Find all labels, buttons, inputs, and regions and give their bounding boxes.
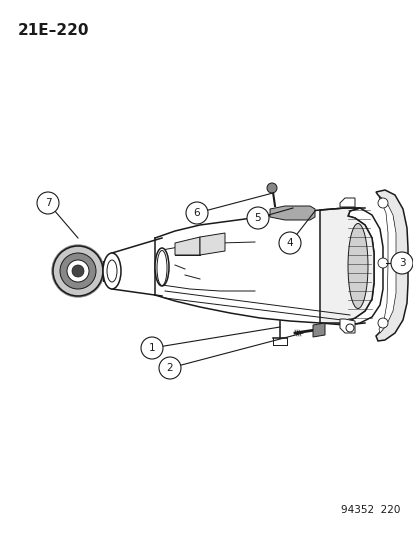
- Ellipse shape: [347, 223, 367, 309]
- Polygon shape: [339, 319, 354, 333]
- Polygon shape: [312, 323, 324, 337]
- Text: 7: 7: [45, 198, 51, 208]
- Circle shape: [247, 207, 268, 229]
- Polygon shape: [339, 198, 354, 207]
- Circle shape: [141, 337, 163, 359]
- Circle shape: [377, 258, 387, 268]
- Ellipse shape: [157, 251, 166, 286]
- Text: 4: 4: [286, 238, 292, 248]
- Text: 2: 2: [166, 363, 173, 373]
- Polygon shape: [199, 233, 224, 255]
- Circle shape: [67, 260, 89, 282]
- Circle shape: [390, 252, 412, 274]
- Circle shape: [266, 183, 276, 193]
- Ellipse shape: [154, 248, 169, 286]
- Circle shape: [60, 253, 96, 289]
- Circle shape: [345, 324, 353, 332]
- Text: 21E–220: 21E–220: [18, 23, 89, 38]
- Circle shape: [72, 265, 84, 277]
- Polygon shape: [154, 208, 364, 325]
- Text: 5: 5: [254, 213, 261, 223]
- Circle shape: [185, 202, 207, 224]
- Circle shape: [377, 318, 387, 328]
- Polygon shape: [319, 208, 373, 325]
- Circle shape: [377, 198, 387, 208]
- Circle shape: [53, 246, 103, 296]
- Polygon shape: [375, 190, 407, 341]
- Text: 1: 1: [148, 343, 155, 353]
- Ellipse shape: [103, 253, 121, 289]
- Circle shape: [278, 232, 300, 254]
- Polygon shape: [347, 208, 382, 325]
- Circle shape: [159, 357, 180, 379]
- Circle shape: [37, 192, 59, 214]
- Polygon shape: [269, 206, 314, 220]
- Text: 6: 6: [193, 208, 200, 218]
- Text: 94352  220: 94352 220: [340, 505, 399, 515]
- Polygon shape: [175, 237, 199, 255]
- Text: 3: 3: [398, 258, 404, 268]
- Polygon shape: [378, 197, 395, 333]
